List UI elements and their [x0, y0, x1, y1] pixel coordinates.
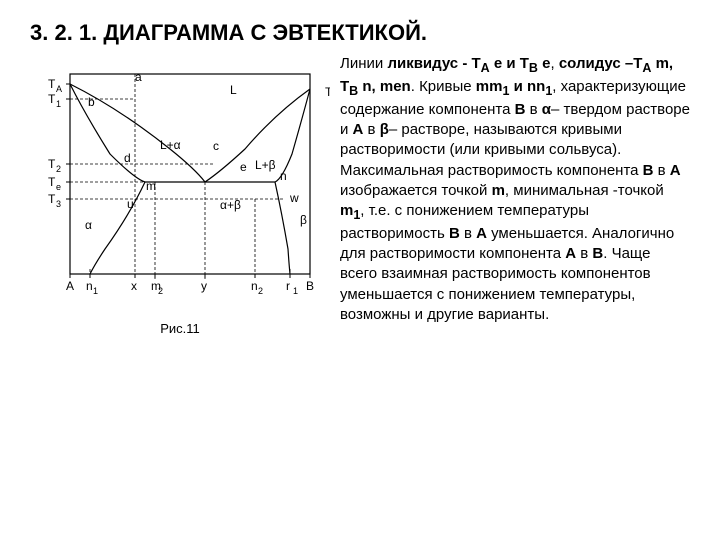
svg-text:r: r	[286, 279, 290, 293]
svg-text:b: b	[88, 95, 95, 109]
svg-text:w: w	[289, 191, 299, 205]
svg-text:α: α	[85, 218, 92, 232]
svg-text:u: u	[127, 197, 134, 211]
svg-text:e: e	[240, 160, 247, 174]
svg-text:d: d	[124, 151, 131, 165]
page-title: 3. 2. 1. ДИАГРАММА С ЭВТЕКТИКОЙ.	[30, 20, 690, 46]
svg-text:n: n	[280, 169, 287, 183]
phase-diagram: TAT1T2TeT3An1xm2yn2r1BLTBL+αL+βα+βαβabdc…	[30, 54, 330, 336]
svg-text:n: n	[251, 279, 258, 293]
svg-text:B: B	[306, 279, 314, 293]
svg-text:1: 1	[293, 286, 298, 296]
svg-text:n: n	[86, 279, 93, 293]
svg-text:1: 1	[93, 286, 98, 296]
svg-text:m: m	[146, 179, 156, 193]
content-row: TAT1T2TeT3An1xm2yn2r1BLTBL+αL+βα+βαβabdc…	[30, 54, 690, 336]
svg-text:T: T	[48, 157, 56, 171]
diagram-svg: TAT1T2TeT3An1xm2yn2r1BLTBL+αL+βα+βαβabdc…	[30, 54, 330, 314]
svg-text:x: x	[131, 279, 137, 293]
svg-text:T: T	[325, 85, 330, 99]
svg-text:T: T	[48, 92, 56, 106]
svg-text:A: A	[56, 84, 62, 94]
svg-text:T: T	[48, 175, 56, 189]
figure-caption: Рис.11	[30, 321, 330, 336]
svg-text:L: L	[230, 83, 237, 97]
svg-text:c: c	[213, 139, 219, 153]
svg-text:2: 2	[258, 286, 263, 296]
svg-text:2: 2	[56, 164, 61, 174]
description-text: Линии ликвидус - TA e и TB e, солидус –T…	[340, 54, 690, 336]
svg-text:e: e	[56, 182, 61, 192]
svg-text:L+β: L+β	[255, 158, 276, 172]
svg-text:2: 2	[158, 286, 163, 296]
svg-text:β: β	[300, 213, 307, 227]
svg-text:T: T	[48, 192, 56, 206]
svg-text:3: 3	[56, 199, 61, 209]
svg-text:T: T	[48, 77, 56, 91]
svg-text:L+α: L+α	[160, 138, 181, 152]
svg-text:1: 1	[56, 99, 61, 109]
svg-text:α+β: α+β	[220, 198, 241, 212]
svg-text:a: a	[135, 70, 142, 84]
svg-text:y: y	[201, 279, 207, 293]
svg-text:A: A	[66, 279, 74, 293]
